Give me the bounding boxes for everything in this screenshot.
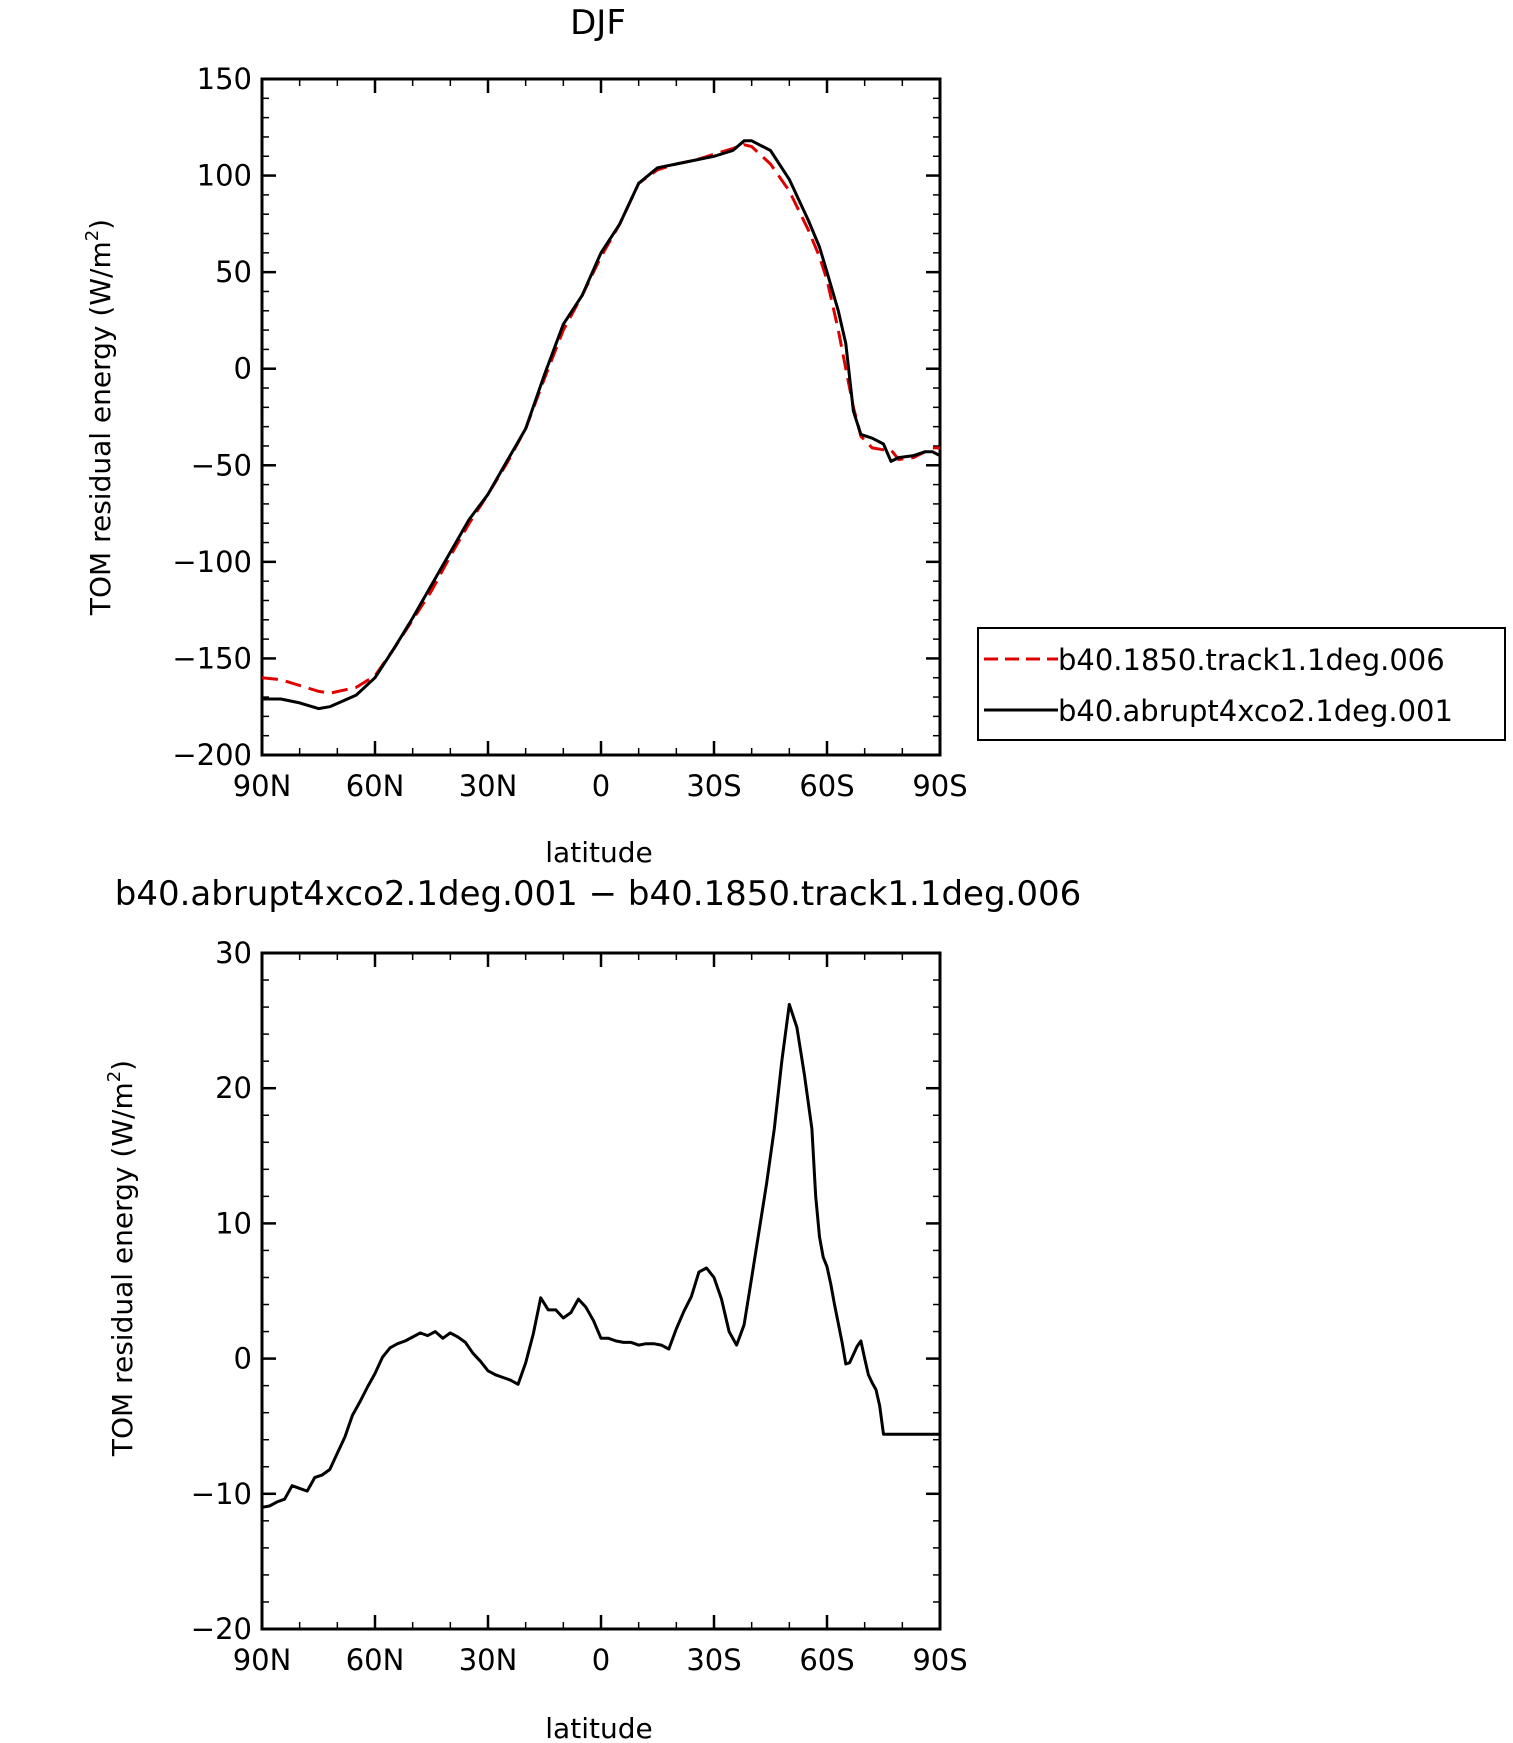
bottom-x-tick-label: 30S	[686, 1643, 741, 1677]
bottom-x-tick-label: 60S	[799, 1643, 854, 1677]
top-chart-title: DJF	[570, 3, 626, 43]
top-y-tick-label: −50	[191, 448, 252, 482]
top-y-tick-label: 50	[215, 255, 252, 289]
top-y-tick-label: 0	[234, 352, 252, 386]
legend-label-series-1: b40.1850.track1.1deg.006	[1058, 643, 1445, 677]
top-series-line-1	[261, 143, 940, 695]
bottom-x-tick-label: 90S	[912, 1643, 967, 1677]
bottom-x-tick-label: 0	[592, 1643, 610, 1677]
top-series-line-2	[262, 139, 941, 711]
bottom-y-axis-label-main: TOM residual energy	[106, 1167, 139, 1458]
top-y-axis-label-unit-sup: 2	[82, 230, 103, 241]
top-x-axis-label: latitude	[545, 836, 652, 869]
top-x-tick-label: 30N	[459, 769, 518, 803]
top-y-tick-label: −150	[172, 641, 252, 675]
legend-frame	[977, 627, 1506, 741]
top-x-tick-label: 90S	[912, 769, 967, 803]
bottom-y-axis-label: TOM residual energy (W/m2)	[104, 1060, 139, 1457]
bottom-x-tick-label: 90N	[233, 1643, 292, 1677]
top-y-tick-label: 150	[197, 62, 252, 96]
top-y-tick-label: 100	[197, 159, 252, 193]
top-plot-frame	[260, 77, 942, 757]
top-y-axis-label-main: TOM residual energy	[84, 326, 117, 617]
bottom-y-axis-label-unit-end: )	[106, 1060, 139, 1071]
top-y-tick-label: −200	[172, 738, 252, 772]
bottom-y-tick-label: 20	[215, 1071, 252, 1105]
top-y-axis-label: TOM residual energy (W/m2)	[82, 219, 117, 616]
top-x-tick-label: 30S	[686, 769, 741, 803]
bottom-x-axis-label: latitude	[545, 1712, 652, 1743]
top-x-tick-label: 60S	[799, 769, 854, 803]
bottom-plot-frame	[260, 951, 942, 1631]
top-x-tick-label: 90N	[233, 769, 292, 803]
bottom-y-tick-label: −20	[191, 1612, 252, 1646]
bottom-series-line-1	[261, 1002, 940, 1509]
top-x-tick-label: 0	[592, 769, 610, 803]
legend-label-series-2: b40.abrupt4xco2.1deg.001	[1058, 694, 1453, 728]
top-x-tick-label: 60N	[346, 769, 405, 803]
bottom-x-tick-label: 60N	[346, 1643, 405, 1677]
bottom-y-tick-label: 0	[234, 1342, 252, 1376]
bottom-y-axis-label-unit: (W/m	[106, 1082, 139, 1157]
bottom-y-tick-label: 10	[215, 1206, 252, 1240]
bottom-chart-title: b40.abrupt4xco2.1deg.001 − b40.1850.trac…	[115, 874, 1082, 914]
top-y-axis-label-unit: (W/m	[84, 241, 117, 316]
top-legend: b40.1850.track1.1deg.006 b40.abrupt4xco2…	[977, 627, 1506, 741]
top-y-axis-label-unit-end: )	[84, 219, 117, 230]
bottom-y-tick-label: −10	[191, 1477, 252, 1511]
bottom-y-axis-label-unit-sup: 2	[104, 1071, 125, 1082]
top-y-tick-label: −100	[172, 545, 252, 579]
bottom-x-tick-label: 30N	[459, 1643, 518, 1677]
bottom-y-tick-label: 30	[215, 936, 252, 970]
